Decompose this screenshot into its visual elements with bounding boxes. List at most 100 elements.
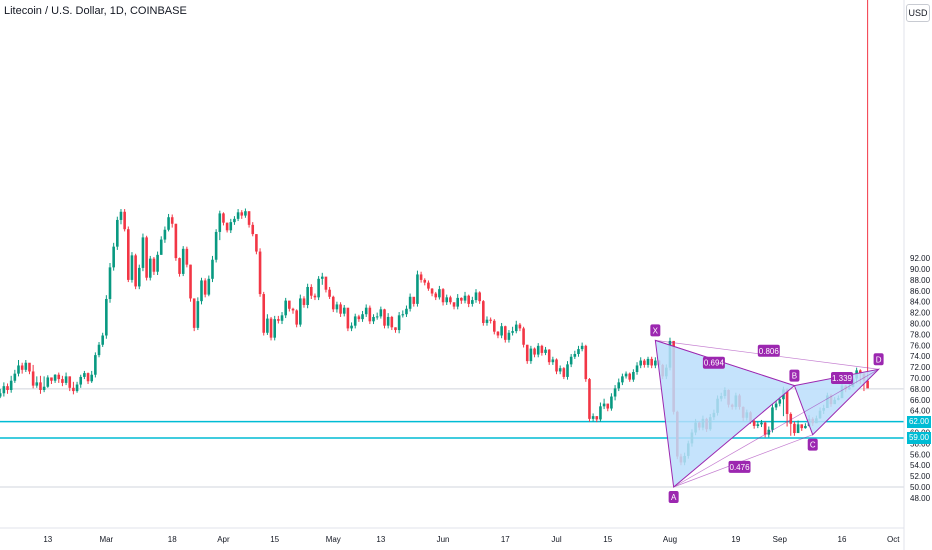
candle-body: [536, 345, 540, 355]
candle-body: [430, 288, 434, 294]
candle-body: [533, 348, 536, 355]
candle-body: [397, 315, 401, 331]
candle-body: [423, 279, 427, 283]
candle-body: [108, 267, 112, 299]
candle-body: [482, 301, 485, 323]
price-tick-label: 56.00: [910, 450, 931, 459]
candle-body: [485, 319, 489, 323]
candle-body: [503, 326, 507, 340]
candle-body: [170, 217, 174, 224]
candle-body: [167, 217, 170, 230]
candle-body: [35, 382, 39, 386]
candle-body: [225, 222, 229, 231]
candle-body: [591, 416, 595, 419]
candle-body: [163, 229, 167, 240]
candle-body: [123, 211, 126, 230]
candle-body: [185, 248, 189, 265]
candle-body: [394, 327, 397, 331]
candle-body: [2, 386, 6, 394]
candle-body: [558, 368, 562, 372]
candle-body: [127, 229, 130, 280]
candle-body: [280, 315, 284, 321]
candle-body: [94, 355, 97, 375]
candle-body: [789, 413, 793, 424]
candle-body: [200, 280, 203, 302]
candle-body: [573, 354, 577, 357]
candle-body: [654, 360, 657, 366]
candle-body: [529, 348, 533, 362]
candle-body: [137, 267, 141, 287]
price-tick-label: 90.00: [910, 265, 931, 274]
candle-body: [145, 237, 148, 278]
candle-body: [222, 213, 225, 223]
candle-body: [628, 373, 632, 380]
time-tick-label: 15: [603, 535, 612, 544]
candle-body: [266, 318, 269, 333]
candle-body: [419, 274, 423, 280]
candle-body: [328, 289, 331, 297]
pattern-point-marker[interactable]: [789, 369, 800, 382]
ratio-label: 1.339: [832, 374, 853, 383]
candle-body: [438, 289, 441, 298]
candle-body: [291, 308, 295, 311]
pattern-point-marker[interactable]: [873, 353, 884, 366]
time-tick-label: Mar: [99, 535, 113, 544]
candle-body: [522, 328, 525, 345]
candle-body: [317, 278, 320, 298]
price-tick-label: 52.00: [910, 472, 931, 481]
candle-body: [778, 399, 782, 404]
candle-body: [441, 289, 445, 303]
candle-body: [467, 295, 470, 304]
candle-body: [68, 376, 72, 388]
candle-body: [320, 276, 324, 279]
candle-body: [452, 302, 456, 307]
candle-body: [214, 231, 218, 260]
candle-body: [460, 297, 463, 301]
candle-body: [156, 254, 159, 272]
candle-body: [9, 380, 13, 390]
candle-body: [379, 309, 383, 317]
currency-button[interactable]: USD: [906, 4, 930, 22]
pattern-point-marker[interactable]: [650, 324, 661, 337]
candle-body: [134, 255, 137, 287]
candle-body: [800, 424, 804, 429]
candle-body: [152, 258, 156, 272]
candle-body: [116, 219, 119, 247]
candle-body: [496, 331, 500, 336]
candle-body: [61, 379, 64, 383]
candle-body: [313, 295, 317, 298]
candle-body: [181, 248, 185, 274]
candle-body: [42, 386, 46, 390]
candle-body: [335, 304, 339, 310]
candle-body: [46, 377, 50, 387]
time-tick-label: Jun: [437, 535, 450, 544]
candle-body: [229, 222, 233, 231]
harmonic-pattern-drawing: 0.694 0.806 1.339 0.476 X A B C D: [650, 324, 884, 503]
price-tick-label: 66.00: [910, 396, 931, 405]
ratio-label: 0.806: [759, 347, 780, 356]
candle-body: [31, 371, 35, 386]
time-tick-label: Sep: [773, 535, 788, 544]
candle-body: [159, 239, 163, 255]
candle-body: [310, 286, 313, 296]
time-tick-label: Aug: [663, 535, 677, 544]
candle-body: [405, 308, 408, 315]
candle-body: [566, 364, 569, 377]
pattern-point-marker[interactable]: [668, 491, 679, 503]
candle-body: [650, 358, 653, 366]
candle-body: [75, 384, 79, 392]
candle-body: [547, 349, 551, 363]
candle-body: [295, 310, 298, 325]
candle-body: [20, 365, 24, 370]
symbol-title[interactable]: Litecoin / U.S. Dollar, 1D, COINBASE: [4, 5, 187, 17]
candle-body: [148, 258, 152, 278]
price-tick-label: 48.00: [910, 494, 931, 503]
candle-body: [866, 380, 869, 389]
price-tick-label: 76.00: [910, 341, 931, 350]
candle-body: [375, 316, 379, 318]
candle-body: [401, 314, 405, 316]
pattern-point-marker[interactable]: [807, 438, 818, 451]
candle-body: [284, 300, 287, 316]
candle-body: [192, 298, 196, 328]
